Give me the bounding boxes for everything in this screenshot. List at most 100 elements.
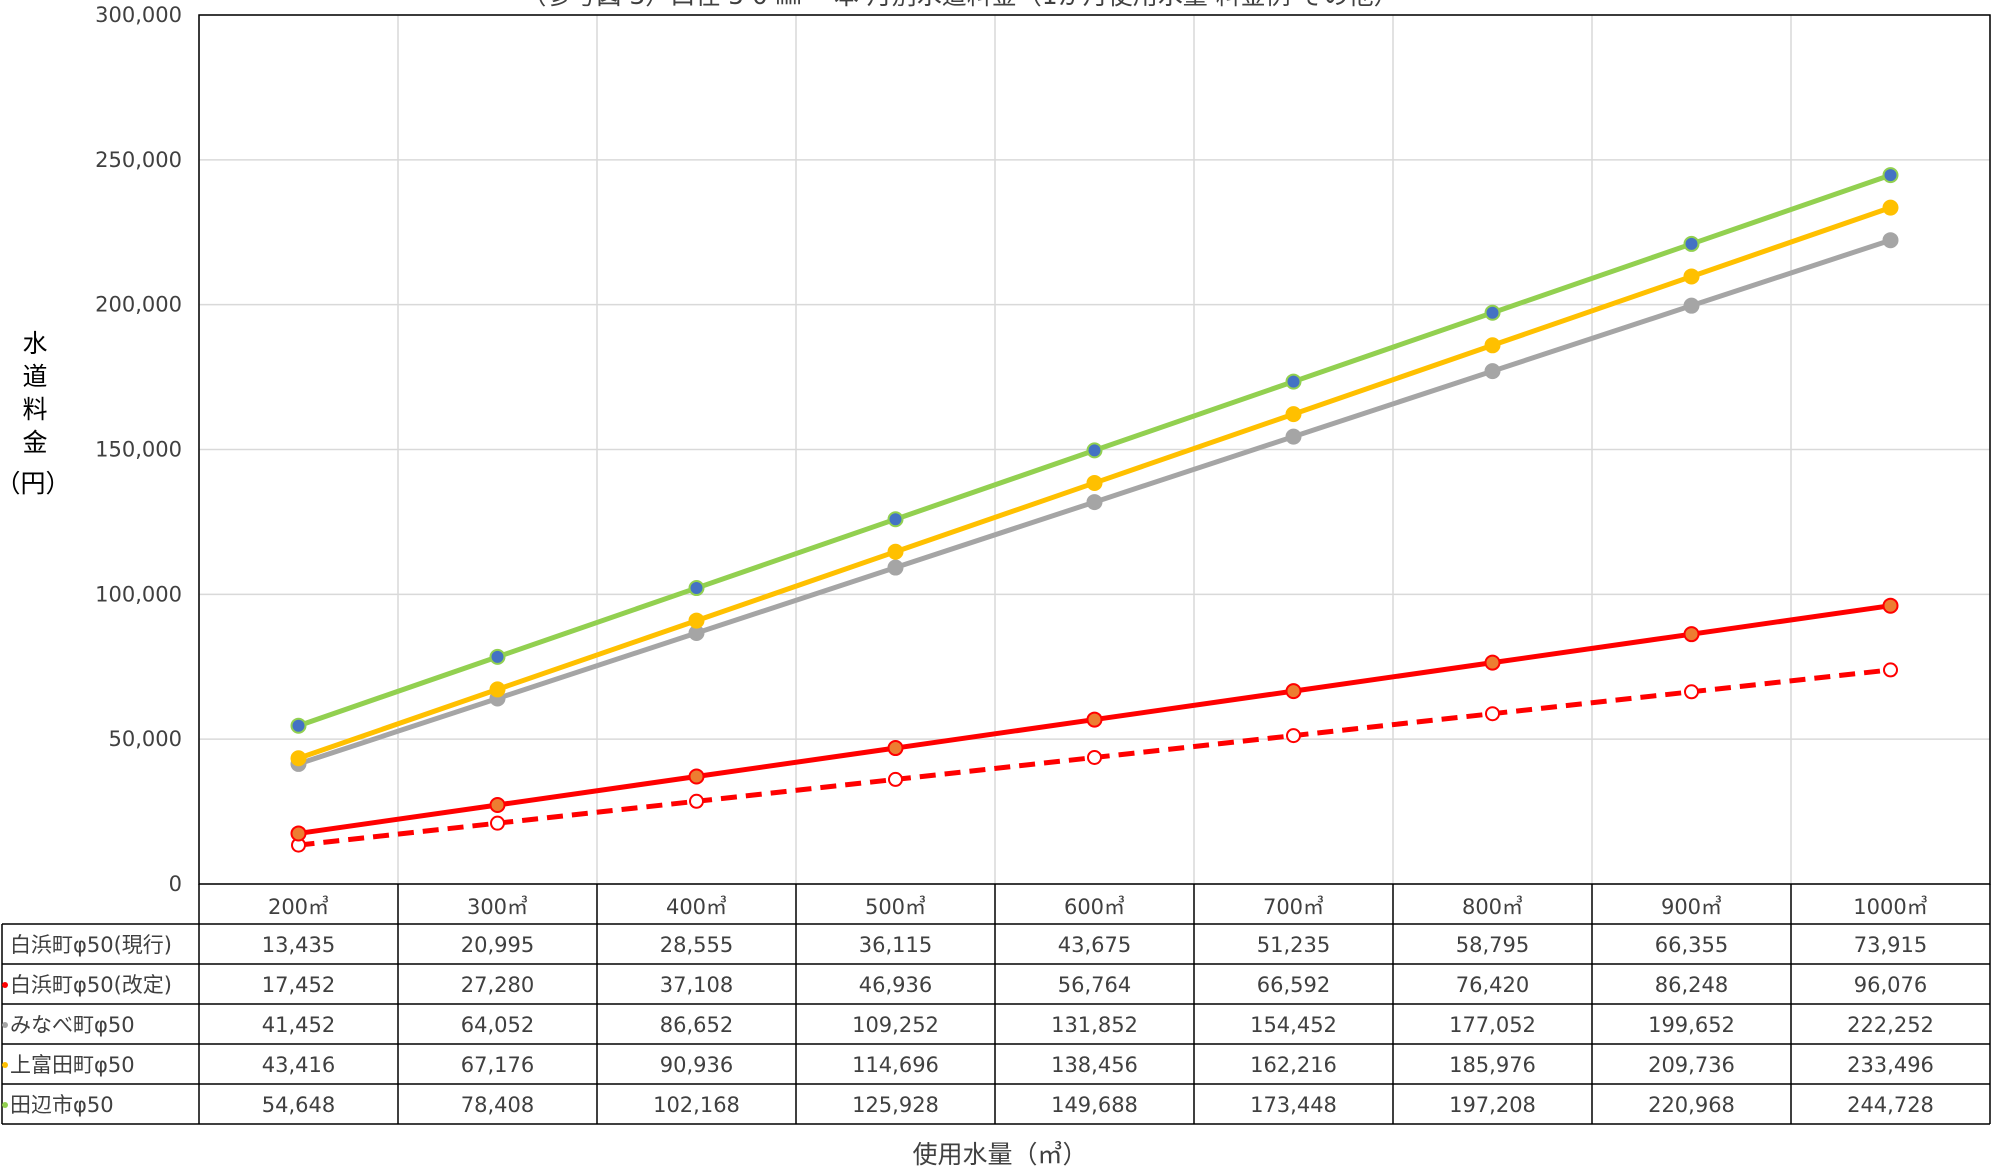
data-label: 43,416 (262, 1053, 335, 1077)
data-label: 41,452 (262, 1013, 335, 1037)
data-point (1086, 442, 1103, 459)
data-label: 56,764 (1058, 973, 1131, 997)
y-tick-label: 150,000 (95, 438, 182, 462)
data-label: 86,652 (660, 1013, 733, 1037)
y-tick-label: 100,000 (95, 582, 182, 606)
data-point (1087, 749, 1102, 765)
data-point (1683, 268, 1700, 285)
y-tick-label: 50,000 (109, 727, 182, 751)
data-label: 149,688 (1051, 1093, 1138, 1117)
x-tick-label: 900㎥ (1661, 895, 1722, 919)
data-point (489, 648, 506, 665)
data-label: 199,652 (1648, 1013, 1735, 1037)
data-label: 109,252 (852, 1013, 939, 1037)
data-label: 131,852 (1051, 1013, 1138, 1037)
x-tick-label: 1000㎥ (1853, 895, 1927, 919)
data-label: 54,648 (262, 1093, 335, 1117)
data-label: 17,452 (262, 973, 335, 997)
data-point (1285, 373, 1302, 390)
x-tick-label: 400㎥ (666, 895, 727, 919)
x-axis-title: 使用水量（㎥） (912, 1140, 1087, 1169)
data-label: 64,052 (461, 1013, 534, 1037)
data-label: 244,728 (1847, 1093, 1934, 1117)
data-point (688, 580, 705, 597)
series-name: 田辺市φ50 (10, 1093, 114, 1117)
chart-title: （参考図 3）口径 5 0 ㎜ 一本 月別水道料金（1か月使用水量 料金例 その… (521, 0, 1398, 10)
legend-key (2, 1102, 8, 1108)
legend-key (2, 1062, 8, 1068)
y-axis-ticks: 0 50,000 100,000 150,000 200,000 250,000 300,0… (95, 3, 182, 896)
data-label: 177,052 (1449, 1013, 1536, 1037)
data-point (1484, 337, 1501, 354)
data-label: 66,355 (1655, 933, 1728, 957)
y-axis-title: 水 道 料 金 （円） (0, 329, 71, 498)
series-name: 白浜町φ50(現行) (10, 933, 172, 957)
data-label: 220,968 (1648, 1093, 1735, 1117)
data-table: 200㎥ 300㎥ 400㎥ 500㎥ 600㎥ 700㎥ 800㎥ 900㎥ 1000㎥白浜町… (1, 884, 1991, 1125)
y-axis-title-char: （円） (0, 469, 71, 498)
data-point (1683, 626, 1700, 643)
y-axis-title-char: 料 (22, 395, 47, 424)
y-axis-title-char: 金 (22, 428, 47, 457)
y-tick-label: 250,000 (95, 148, 182, 172)
y-tick-label: 0 (169, 872, 182, 896)
data-point (489, 796, 506, 813)
data-point (689, 793, 704, 809)
data-point (887, 559, 904, 576)
data-point (1683, 297, 1700, 314)
data-label: 51,235 (1257, 933, 1330, 957)
data-label: 125,928 (852, 1093, 939, 1117)
x-tick-label: 700㎥ (1263, 895, 1324, 919)
data-label: 27,280 (461, 973, 534, 997)
data-point (1086, 494, 1103, 511)
data-point (290, 717, 307, 734)
data-point (1683, 235, 1700, 252)
data-point (888, 771, 903, 787)
data-label: 162,216 (1250, 1053, 1337, 1077)
data-label: 36,115 (859, 933, 932, 957)
series-name: みなべ町φ50 (10, 1013, 135, 1037)
data-point (1086, 711, 1103, 728)
data-label: 90,936 (660, 1053, 733, 1077)
data-point (1285, 406, 1302, 423)
data-point (1882, 199, 1899, 216)
data-point (887, 511, 904, 528)
series-lines (290, 167, 1899, 853)
data-point (1285, 428, 1302, 445)
data-label: 209,736 (1648, 1053, 1735, 1077)
data-label: 154,452 (1250, 1013, 1337, 1037)
data-label: 96,076 (1854, 973, 1927, 997)
data-point (1882, 232, 1899, 249)
data-label: 233,496 (1847, 1053, 1934, 1077)
data-label: 78,408 (461, 1093, 534, 1117)
data-point (290, 750, 307, 767)
data-label: 76,420 (1456, 973, 1529, 997)
data-label: 58,795 (1456, 933, 1529, 957)
data-label: 222,252 (1847, 1013, 1934, 1037)
data-label: 37,108 (660, 973, 733, 997)
data-label: 28,555 (660, 933, 733, 957)
x-tick-label: 200㎥ (268, 895, 329, 919)
legend-key (2, 1022, 8, 1028)
series-name: 白浜町φ50(改定) (10, 973, 172, 997)
data-point (1285, 683, 1302, 700)
data-point (1882, 597, 1899, 614)
data-point (1485, 706, 1500, 722)
data-point (688, 768, 705, 785)
data-point (887, 740, 904, 757)
data-label: 66,592 (1257, 973, 1330, 997)
x-tick-label: 600㎥ (1064, 895, 1125, 919)
plot-border (198, 14, 1991, 885)
data-label: 73,915 (1854, 933, 1927, 957)
data-point (1484, 304, 1501, 321)
data-point (887, 543, 904, 560)
x-tick-label: 500㎥ (865, 895, 926, 919)
data-point (1484, 654, 1501, 671)
x-tick-label: 800㎥ (1462, 895, 1523, 919)
y-tick-label: 200,000 (95, 293, 182, 317)
data-point (1286, 728, 1301, 744)
data-label: 173,448 (1250, 1093, 1337, 1117)
data-label: 46,936 (859, 973, 932, 997)
data-label: 197,208 (1449, 1093, 1536, 1117)
